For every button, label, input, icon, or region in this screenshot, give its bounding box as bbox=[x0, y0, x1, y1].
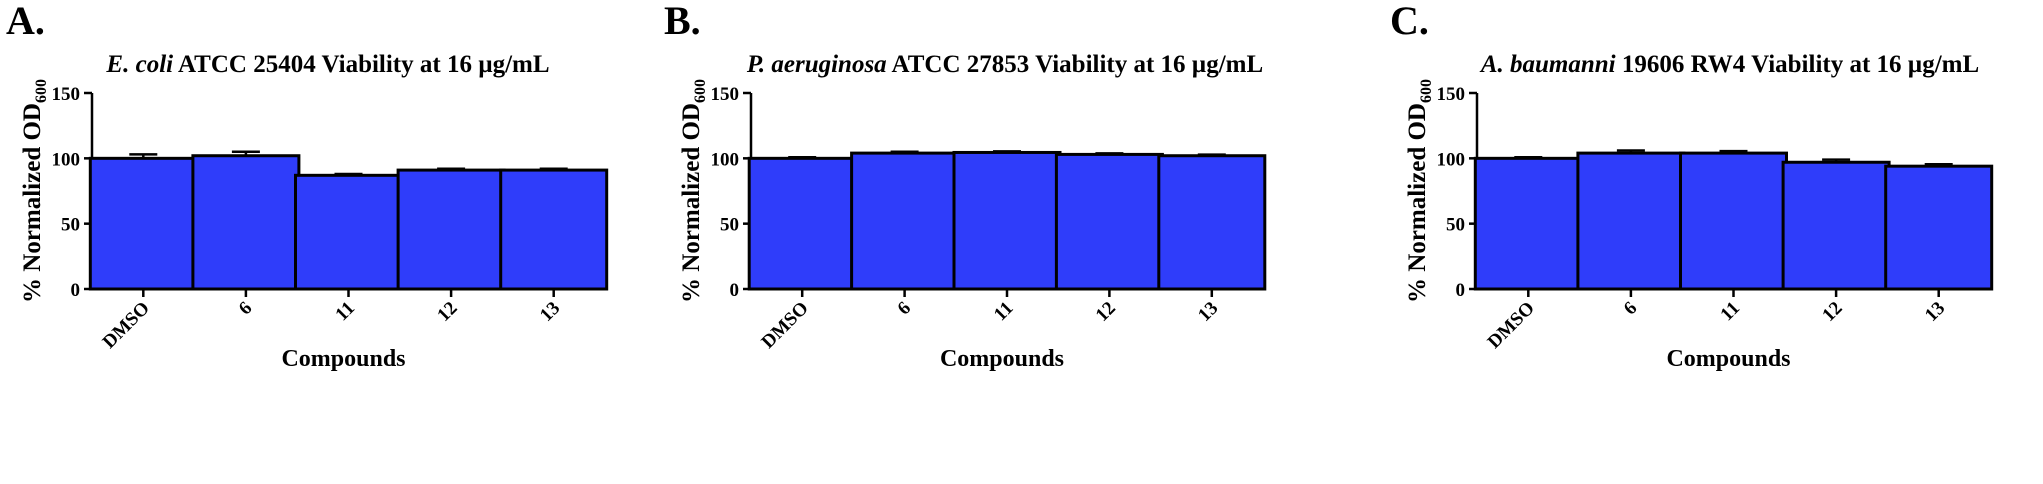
chart-panel-2: B. P. aeruginosa ATCC 27853 Viability at … bbox=[664, 0, 1267, 372]
y-tick-label: 150 bbox=[711, 84, 740, 105]
x-tick-label: 12 bbox=[433, 298, 461, 326]
y-axis-label-main: % Normalized OD bbox=[19, 103, 46, 303]
bar bbox=[1884, 164, 1994, 291]
chart-title-italic: A. baumanni bbox=[1479, 51, 1616, 78]
x-tick-label: DMSO bbox=[758, 298, 813, 353]
bar bbox=[88, 156, 198, 291]
y-tick-label: 0 bbox=[1456, 280, 1466, 301]
bar bbox=[294, 173, 403, 291]
chart-title-rest: 19606 RW4 Viability at 16 µg/mL bbox=[1616, 51, 1980, 78]
x-axis-label: Compounds bbox=[281, 346, 405, 372]
x-tick-label: 11 bbox=[990, 298, 1018, 326]
chart-panel-1: A. E. coli ATCC 25404 Viability at 16 µg/… bbox=[6, 0, 609, 372]
y-axis-label: % Normalized OD600 bbox=[678, 79, 709, 303]
x-tick-label: 13 bbox=[1921, 298, 1949, 326]
bar bbox=[1473, 156, 1583, 291]
y-axis-label-main: % Normalized OD bbox=[678, 103, 705, 303]
x-tick-label: 13 bbox=[536, 298, 564, 326]
y-tick-label: 100 bbox=[52, 149, 81, 170]
x-tick-label: 6 bbox=[894, 298, 916, 320]
x-tick-label: 11 bbox=[331, 298, 359, 326]
y-tick-label: 150 bbox=[52, 84, 81, 105]
y-tick-label: 50 bbox=[61, 215, 80, 236]
x-tick-label: DMSO bbox=[99, 298, 154, 353]
bar bbox=[191, 154, 301, 291]
y-tick-label: 50 bbox=[1446, 215, 1465, 236]
x-tick-label: 13 bbox=[1194, 298, 1222, 326]
y-axis-label-subscript: 600 bbox=[692, 79, 709, 103]
y-axis-label: % Normalized OD600 bbox=[1404, 79, 1435, 303]
x-axis-label: Compounds bbox=[940, 346, 1064, 372]
chart-panel-3: C. A. baumanni 19606 RW4 Viability at 16 … bbox=[1390, 0, 1994, 372]
chart-title-italic: E. coli bbox=[105, 51, 173, 78]
x-tick-label: 11 bbox=[1716, 298, 1744, 326]
bar bbox=[396, 168, 506, 291]
bar bbox=[1054, 152, 1164, 291]
y-axis-label-main: % Normalized OD bbox=[1404, 103, 1431, 303]
bar bbox=[747, 156, 857, 291]
chart-title: A. baumanni 19606 RW4 Viability at 16 µg… bbox=[1479, 51, 1979, 78]
panel-letter: C. bbox=[1390, 0, 1429, 43]
bar bbox=[1576, 151, 1686, 291]
y-tick-label: 100 bbox=[711, 149, 740, 170]
chart-title: P. aeruginosa ATCC 27853 Viability at 16… bbox=[746, 51, 1263, 78]
chart-title-rest: ATCC 27853 Viability at 16 µg/mL bbox=[887, 51, 1263, 78]
chart-title-italic: P. aeruginosa bbox=[746, 51, 887, 78]
x-tick-label: 6 bbox=[235, 298, 257, 320]
y-tick-label: 0 bbox=[71, 280, 81, 301]
bar bbox=[1679, 151, 1788, 291]
x-tick-label: 12 bbox=[1818, 298, 1846, 326]
y-axis-label-subscript: 600 bbox=[1418, 79, 1435, 103]
bar bbox=[1781, 160, 1891, 291]
x-tick-label: 12 bbox=[1092, 298, 1120, 326]
bar bbox=[850, 151, 960, 291]
panel-letter: B. bbox=[664, 0, 701, 43]
y-tick-label: 0 bbox=[730, 280, 740, 301]
x-tick-label: DMSO bbox=[1484, 298, 1539, 353]
y-axis-label: % Normalized OD600 bbox=[19, 79, 50, 303]
y-tick-label: 150 bbox=[1437, 84, 1466, 105]
chart-title: E. coli ATCC 25404 Viability at 16 µg/mL bbox=[105, 51, 549, 78]
y-tick-label: 100 bbox=[1437, 149, 1466, 170]
y-axis-label-subscript: 600 bbox=[33, 79, 50, 103]
bar bbox=[1157, 154, 1267, 291]
x-tick-label: 6 bbox=[1620, 298, 1642, 320]
bar bbox=[952, 150, 1062, 291]
x-axis-label: Compounds bbox=[1666, 346, 1790, 372]
bar bbox=[499, 168, 609, 291]
chart-title-rest: ATCC 25404 Viability at 16 µg/mL bbox=[173, 51, 549, 78]
y-tick-label: 50 bbox=[720, 215, 739, 236]
panel-letter: A. bbox=[6, 0, 45, 43]
